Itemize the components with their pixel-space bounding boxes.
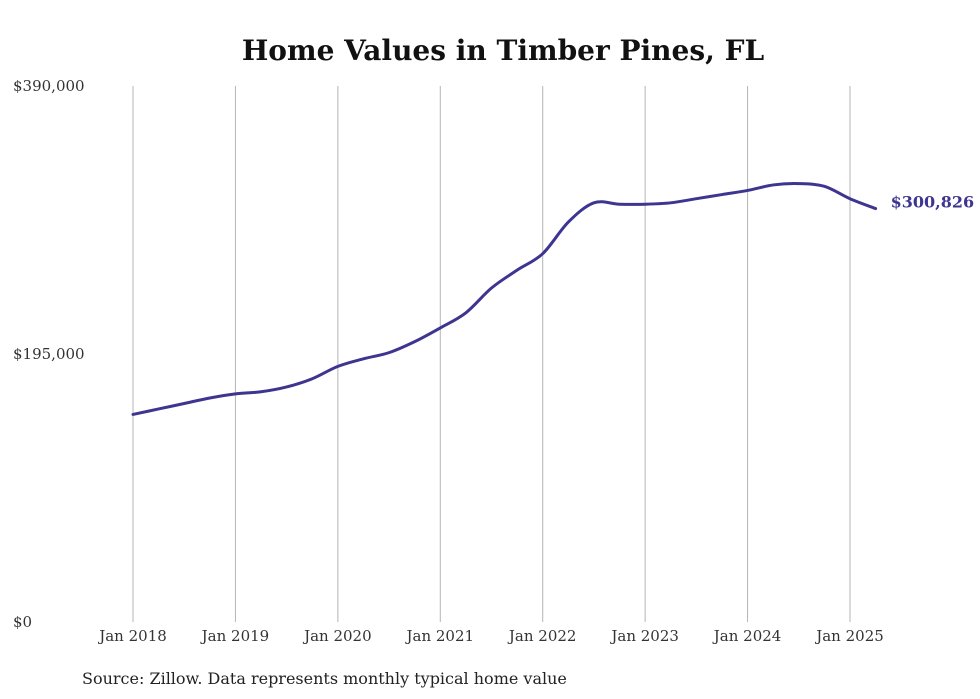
grid-layer [132,86,851,622]
series-layer: $300,826 [131,182,975,416]
x-tick-label: Jan 2021 [405,627,475,645]
chart-title: Home Values in Timber Pines, FL [242,34,765,67]
y-tick-label: $195,000 [13,345,85,363]
x-tick-label: Jan 2020 [302,627,372,645]
x-tick-label: Jan 2019 [200,627,270,645]
x-tick-label: Jan 2022 [507,627,577,645]
y-axis-ticks: $0 $195,000 $390,000 [13,77,85,631]
x-tick-label: Jan 2018 [97,627,167,645]
end-value-label: $300,826 [891,193,975,212]
y-tick-label: $0 [13,613,32,631]
x-axis-ticks: Jan 2018 Jan 2019 Jan 2020 Jan 2021 Jan 2022… [97,627,884,645]
x-tick-label: Jan 2024 [712,627,782,645]
x-tick-label: Jan 2025 [814,627,884,645]
y-tick-label: $390,000 [13,77,85,95]
source-note: Source: Zillow. Data represents monthly … [82,669,567,688]
series-line [131,182,878,416]
x-tick-label: Jan 2023 [609,627,679,645]
